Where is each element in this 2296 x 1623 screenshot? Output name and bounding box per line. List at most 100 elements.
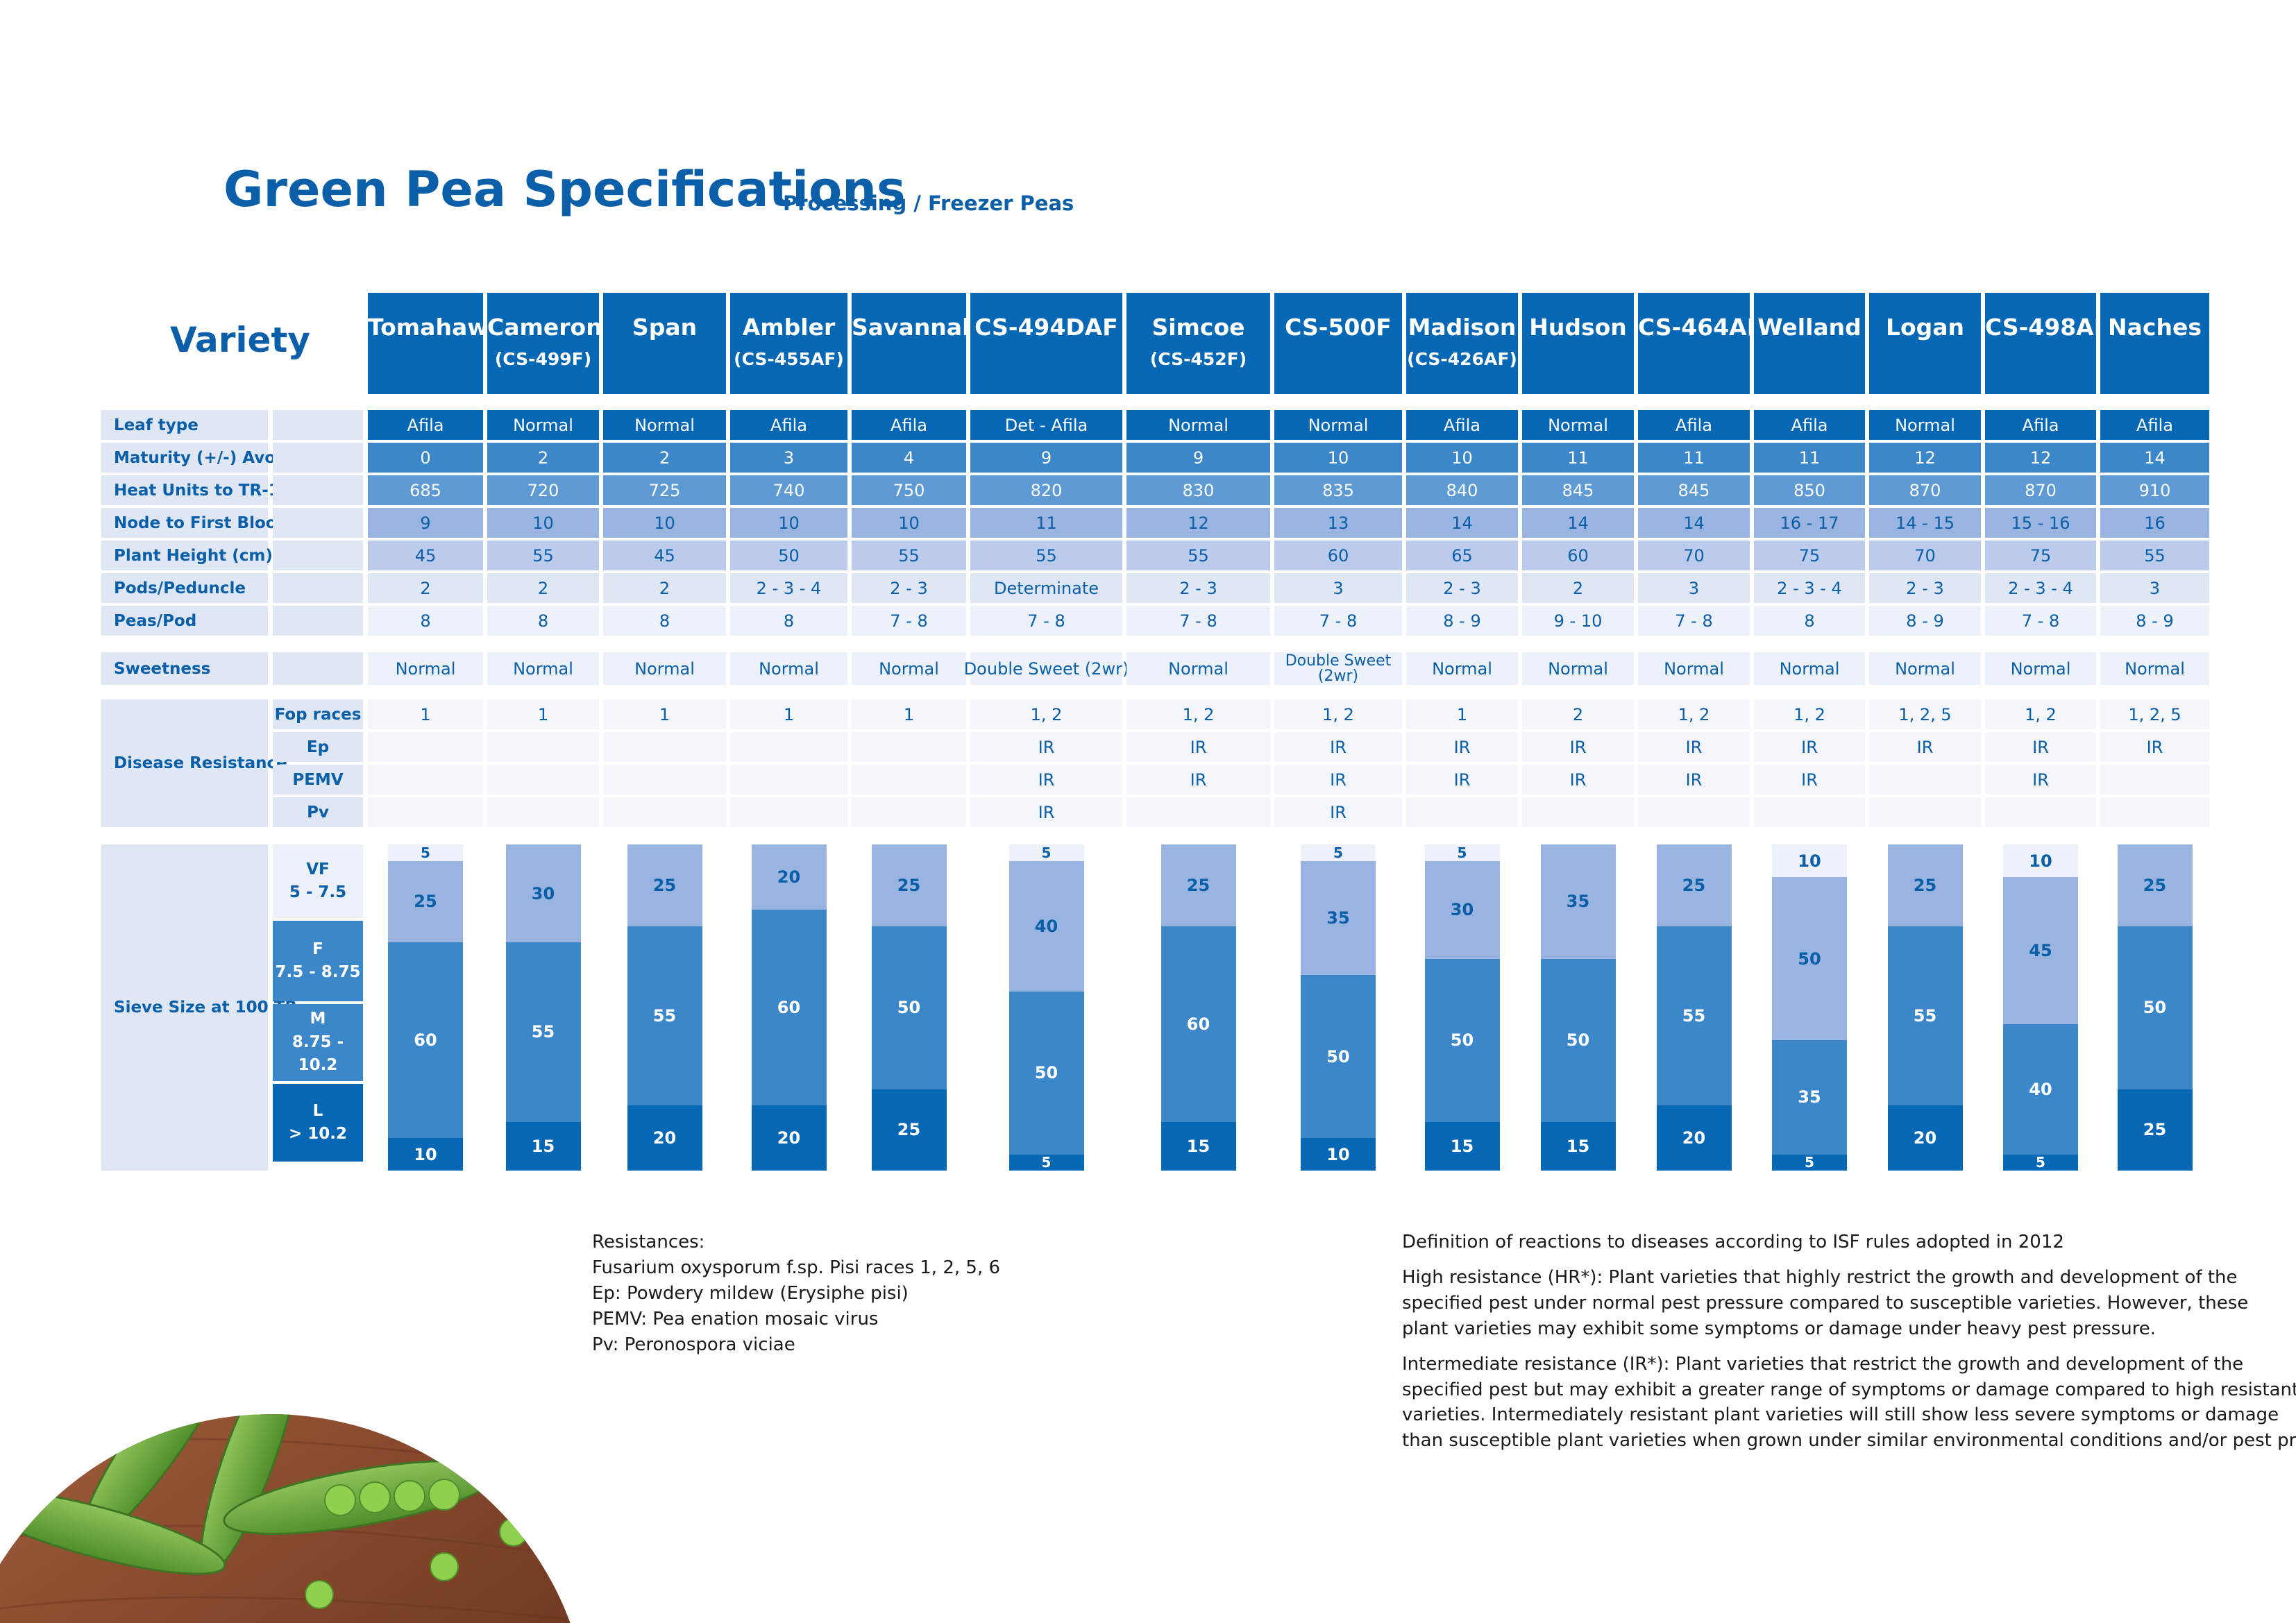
- variety-name: CS-464AF: [1638, 314, 1763, 341]
- spec-cell: 12: [1869, 443, 1981, 473]
- spec-cell: 55: [2100, 541, 2209, 570]
- sieve-bar-segment: 25: [627, 844, 702, 926]
- spec-cell: 10: [730, 508, 847, 538]
- variety-name: Hudson: [1529, 314, 1627, 341]
- variety-header: CS-494DAF: [970, 293, 1122, 394]
- spec-cell: 720: [487, 475, 599, 505]
- sieve-bar-segment: 15: [505, 1121, 581, 1171]
- sweetness-cell: Double Sweet (2wr): [1274, 652, 1402, 685]
- variety-name: Naches: [2108, 314, 2202, 341]
- row-label: Peas/Pod: [101, 606, 268, 636]
- page-title: Green Pea Specifications: [223, 161, 906, 218]
- disease-cell: [487, 765, 599, 794]
- disease-cell: [852, 797, 966, 827]
- variety-header: Simcoe (CS-452F): [1126, 293, 1270, 394]
- disease-cell: [1869, 797, 1981, 827]
- variety-name: Tomahawk: [368, 314, 504, 341]
- sieve-bar-segment: 50: [1540, 958, 1616, 1122]
- spec-cell: 2: [487, 573, 599, 603]
- spec-cell: 0: [368, 443, 483, 473]
- spec-cell: Afila: [730, 410, 847, 440]
- spec-cell: 8 - 9: [1406, 606, 1518, 636]
- variety-name: Madison: [1408, 314, 1517, 341]
- sieve-class-range: 7.5 - 8.75: [275, 963, 361, 981]
- variety-name: Savannah: [852, 314, 979, 341]
- disease-sublabel: Fop races: [273, 699, 363, 729]
- spec-cell: 15 - 16: [1985, 508, 2096, 538]
- sieve-class-range: 8.75 - 10.2: [292, 1033, 344, 1075]
- variety-header: Madison (CS-426AF): [1406, 293, 1518, 394]
- variety-header: CS-500F: [1274, 293, 1402, 394]
- disease-cell: [603, 797, 726, 827]
- spec-cell: 7 - 8: [1126, 606, 1270, 636]
- spec-cell: Normal: [1274, 410, 1402, 440]
- variety-header: CS-498AF: [1985, 293, 2109, 394]
- disease-cell: IR: [1754, 732, 1865, 762]
- sieve-bar-segment: 10: [1301, 1138, 1376, 1171]
- sieve-bar-segment: 40: [2003, 1023, 2078, 1155]
- variety-name: CS-500F: [1285, 314, 1392, 341]
- spec-cell: 2 - 3 - 4: [1754, 573, 1865, 603]
- sieve-class-code: M: [310, 1010, 326, 1028]
- disease-cell: [1522, 797, 1634, 827]
- sieve-bar-segment: 10: [1772, 844, 1847, 877]
- sweetness-cell: Normal: [1522, 652, 1634, 685]
- hr-line: High resistance (HR*): Plant varieties t…: [1402, 1266, 2238, 1288]
- variety-header: Hudson: [1522, 293, 1634, 394]
- disease-label: Disease Resistance: [101, 699, 287, 827]
- row-label: Leaf type: [101, 410, 268, 440]
- row-label-spacer: [273, 606, 363, 636]
- sieve-bar-segment: 5: [1772, 1154, 1847, 1171]
- disease-cell: [852, 765, 966, 794]
- spec-cell: Det - Afila: [970, 410, 1122, 440]
- spec-cell: Afila: [1406, 410, 1518, 440]
- spec-cell: 16 - 17: [1754, 508, 1865, 538]
- spec-cell: 45: [603, 541, 726, 570]
- spec-cell: 10: [1274, 443, 1402, 473]
- sieve-class-code: L: [312, 1101, 323, 1120]
- spec-cell: 2 - 3 - 4: [1985, 573, 2096, 603]
- spec-cell: Afila: [2100, 410, 2209, 440]
- spec-cell: 910: [2100, 475, 2209, 505]
- variety-header: Span: [603, 293, 726, 394]
- spec-cell: 13: [1274, 508, 1402, 538]
- spec-cell: 65: [1406, 541, 1518, 570]
- sieve-bar-segment: 35: [1540, 844, 1616, 959]
- hr-line: plant varieties may exhibit some symptom…: [1402, 1318, 2156, 1339]
- spec-cell: 820: [970, 475, 1122, 505]
- page-subtitle: Processing / Freezer Peas: [783, 192, 1074, 215]
- disease-cell: IR: [1754, 765, 1865, 794]
- sieve-bar-segment: 25: [1656, 844, 1732, 926]
- disease-cell: IR: [1274, 797, 1402, 827]
- disease-cell: [1638, 797, 1750, 827]
- sieve-bar-segment: 5: [2003, 1154, 2078, 1171]
- disease-sublabel: Pv: [273, 797, 363, 827]
- sieve-bar-segment: 60: [388, 942, 463, 1138]
- spec-cell: 9 - 10: [1522, 606, 1634, 636]
- sieve-bar-segment: 40: [1008, 860, 1084, 992]
- disease-cell: [487, 732, 599, 762]
- disease-cell: [1985, 797, 2096, 827]
- disease-cell: [2100, 797, 2209, 827]
- sieve-bar-segment: 45: [2003, 877, 2078, 1024]
- sieve-class-label: F 7.5 - 8.75: [273, 921, 363, 1001]
- disease-cell: 1: [1406, 699, 1518, 729]
- variety-header: Naches: [2100, 293, 2209, 394]
- spec-cell: 14 - 15: [1869, 508, 1981, 538]
- disease-cell: 1, 2, 5: [2100, 699, 2209, 729]
- row-label-spacer: [273, 410, 363, 440]
- disease-cell: [730, 797, 847, 827]
- spec-cell: 750: [852, 475, 966, 505]
- row-label: Pods/Peduncle: [101, 573, 268, 603]
- variety-name: Welland: [1757, 314, 1862, 341]
- spec-cell: 685: [368, 475, 483, 505]
- sieve-bar-segment: 60: [1160, 926, 1236, 1122]
- resistances-line: Pv: Peronospora viciae: [592, 1334, 795, 1355]
- sieve-bar-segment: 15: [1540, 1121, 1616, 1171]
- spec-cell: 7 - 8: [1985, 606, 2096, 636]
- spec-cell: 2 - 3 - 4: [730, 573, 847, 603]
- disease-cell: 1, 2: [1985, 699, 2096, 729]
- disease-sublabel: PEMV: [273, 765, 363, 794]
- sweetness-cell: Normal: [1406, 652, 1518, 685]
- sieve-bar-segment: 10: [388, 1138, 463, 1171]
